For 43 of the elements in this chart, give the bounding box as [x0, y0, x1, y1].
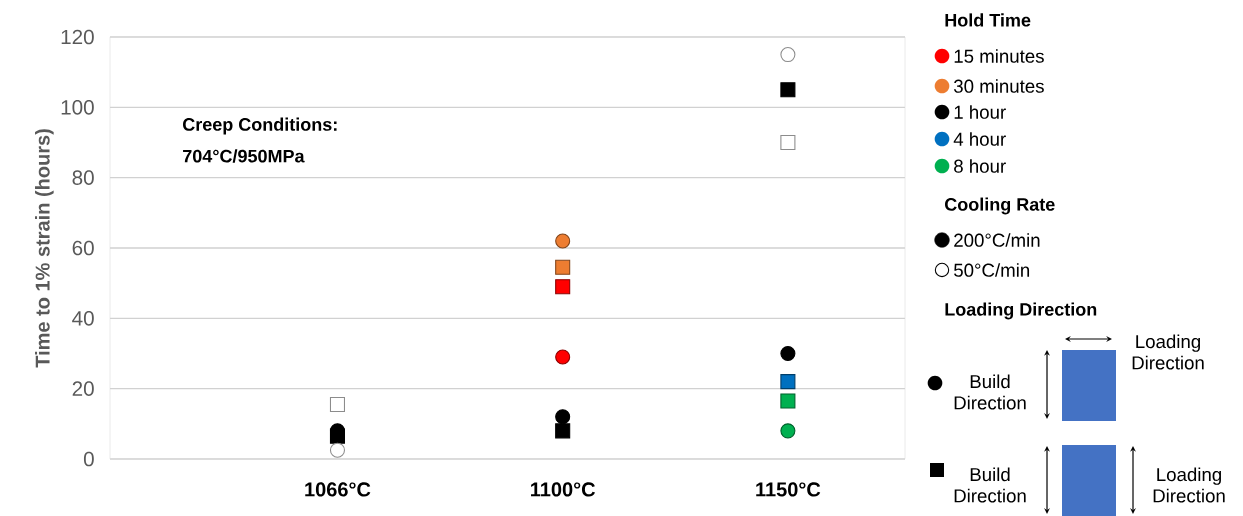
- point: [780, 393, 796, 409]
- text: Build Direction: [954, 374, 1026, 410]
- text: Loading Direction: [1153, 467, 1225, 503]
- point: [780, 134, 796, 151]
- y-tick-label: 20: [72, 381, 94, 396]
- y-tick-label: 100: [61, 100, 94, 115]
- annotation: 704°C/950MPa: [183, 149, 305, 163]
- point: [555, 279, 571, 295]
- text: 200°C/min: [954, 233, 1040, 247]
- point: [329, 428, 346, 444]
- y-tick-label: 80: [72, 170, 94, 185]
- x-tick-label: 1150°C: [756, 482, 821, 497]
- y-tick-label: 120: [61, 29, 94, 45]
- text: Cooling Rate: [945, 197, 1055, 215]
- text: 50°C/min: [954, 263, 1030, 277]
- text: 4 hour: [953, 132, 1006, 146]
- point: [780, 47, 796, 63]
- text: 8 hour: [954, 159, 1006, 173]
- text: Loading Direction: [1132, 334, 1204, 370]
- text: Build Direction: [954, 467, 1026, 503]
- point: [555, 423, 571, 439]
- point: [555, 233, 571, 249]
- point: [780, 423, 796, 439]
- point: [555, 259, 571, 275]
- point: [780, 374, 796, 390]
- annotation: Creep Conditions:: [183, 117, 337, 135]
- point: [780, 82, 796, 98]
- point: [780, 345, 796, 362]
- x-tick-label: 1066°C: [305, 482, 371, 497]
- x-tick-label: 1100°C: [531, 482, 596, 497]
- point: [555, 409, 571, 425]
- point: [329, 442, 346, 458]
- text: 15 minutes: [954, 49, 1044, 63]
- y-axis-title: Time to 1% strain (hours): [35, 129, 54, 368]
- y-tick-label: 60: [72, 240, 94, 256]
- text: Loading Direction: [945, 302, 1097, 320]
- y-tick-label: 0: [83, 451, 94, 467]
- point: [329, 396, 346, 413]
- text: 1 hour: [954, 105, 1006, 119]
- y-tick-label: 40: [72, 311, 94, 326]
- point: [555, 349, 571, 365]
- text: Hold Time: [945, 13, 1031, 27]
- text: 30 minutes: [953, 79, 1044, 93]
